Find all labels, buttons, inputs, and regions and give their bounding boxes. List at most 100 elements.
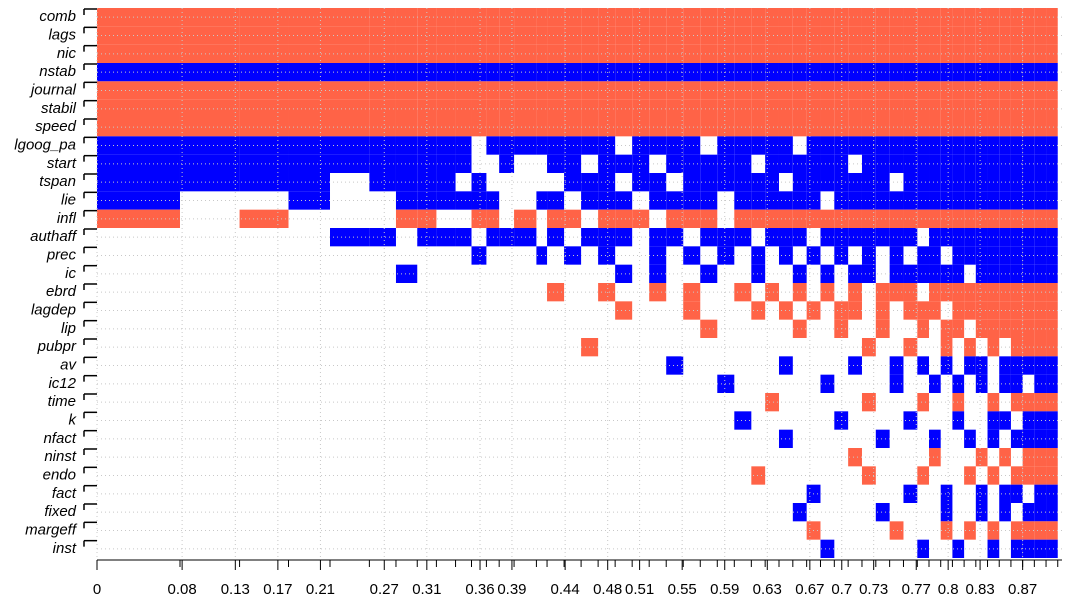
inclusion-cell — [889, 63, 904, 82]
inclusion-cell — [751, 8, 766, 27]
inclusion-cell — [1034, 448, 1047, 467]
inclusion-cell — [547, 99, 565, 118]
inclusion-cell — [940, 503, 953, 522]
inclusion-cell — [499, 44, 515, 63]
inclusion-cell — [751, 26, 766, 45]
inclusion-cell — [547, 26, 565, 45]
inclusion-cell — [564, 26, 582, 45]
inclusion-cell — [700, 154, 718, 173]
x-tick-label: 0.83 — [965, 581, 994, 598]
inclusion-cell — [1034, 338, 1047, 357]
variable-label: ic — [65, 265, 76, 282]
inclusion-cell — [734, 283, 752, 302]
inclusion-cell — [666, 99, 684, 118]
inclusion-cell — [875, 8, 890, 27]
inclusion-cell — [952, 228, 965, 247]
inclusion-cell — [940, 521, 953, 540]
inclusion-cell — [848, 99, 862, 118]
variable-label: prec — [46, 246, 77, 263]
inclusion-cell — [929, 283, 941, 302]
inclusion-cell — [1022, 429, 1035, 448]
variable-label: tspan — [39, 173, 76, 190]
inclusion-cell — [97, 8, 180, 27]
x-tick-label: 0.44 — [551, 581, 580, 598]
inclusion-cell — [1046, 8, 1058, 27]
inclusion-cell — [486, 81, 500, 100]
inclusion-cell — [792, 44, 807, 63]
x-tick-label: 0.55 — [668, 581, 697, 598]
inclusion-cell — [917, 539, 930, 558]
inclusion-cell — [632, 154, 650, 173]
inclusion-cell — [792, 209, 807, 228]
inclusion-cell — [820, 26, 835, 45]
inclusion-cell — [751, 81, 766, 100]
inclusion-cell — [848, 26, 862, 45]
inclusion-cell — [97, 99, 180, 118]
inclusion-cell — [486, 8, 500, 27]
inclusion-cell — [734, 26, 752, 45]
inclusion-cell — [952, 539, 965, 558]
inclusion-cell — [239, 8, 289, 27]
inclusion-cell — [940, 8, 953, 27]
inclusion-cell — [889, 521, 904, 540]
inclusion-cell — [369, 8, 396, 27]
inclusion-cell — [917, 99, 930, 118]
inclusion-cell — [700, 44, 718, 63]
inclusion-cell — [700, 99, 718, 118]
inclusion-cell — [820, 44, 835, 63]
inclusion-cell — [917, 466, 930, 485]
inclusion-cell — [1034, 173, 1047, 192]
inclusion-cell — [792, 264, 807, 283]
inclusion-cell — [792, 503, 807, 522]
variable-label: journal — [29, 81, 77, 98]
inclusion-cell — [903, 338, 918, 357]
inclusion-cell — [455, 63, 472, 82]
inclusion-cell — [455, 191, 472, 210]
inclusion-cell — [848, 228, 862, 247]
inclusion-cell — [1010, 466, 1023, 485]
inclusion-cell — [239, 99, 289, 118]
inclusion-cell — [820, 99, 835, 118]
inclusion-cell — [903, 484, 918, 503]
inclusion-cell — [1022, 81, 1035, 100]
inclusion-cell — [547, 283, 565, 302]
inclusion-cell — [486, 99, 500, 118]
inclusion-cell — [1022, 356, 1035, 375]
inclusion-cell — [875, 228, 890, 247]
inclusion-cell — [917, 118, 930, 137]
inclusion-cell — [1034, 136, 1047, 155]
inclusion-cell — [700, 63, 718, 82]
inclusion-cell — [1046, 301, 1058, 320]
inclusion-cell — [734, 63, 752, 82]
inclusion-cell — [1046, 484, 1058, 503]
inclusion-cell — [952, 44, 965, 63]
inclusion-cell — [861, 264, 876, 283]
inclusion-cell — [1022, 301, 1035, 320]
inclusion-cell — [917, 301, 930, 320]
inclusion-cell — [1022, 283, 1035, 302]
inclusion-cell — [751, 118, 766, 137]
inclusion-cell — [455, 154, 472, 173]
inclusion-cell — [820, 63, 835, 82]
inclusion-cell — [547, 209, 565, 228]
inclusion-cell — [1010, 63, 1023, 82]
inclusion-cell — [952, 99, 965, 118]
inclusion-cell — [903, 301, 918, 320]
inclusion-cell — [239, 63, 289, 82]
inclusion-cell — [792, 26, 807, 45]
inclusion-cell — [499, 118, 515, 137]
inclusion-cell — [97, 173, 180, 192]
inclusion-cell — [903, 283, 918, 302]
inclusion-cell — [861, 136, 876, 155]
x-tick-label: 0.36 — [465, 581, 494, 598]
inclusion-cell — [417, 173, 437, 192]
x-tick-label: 0.17 — [263, 581, 292, 598]
inclusion-cell — [683, 154, 701, 173]
inclusion-cell — [97, 44, 180, 63]
inclusion-cell — [848, 44, 862, 63]
inclusion-cell — [1034, 356, 1047, 375]
inclusion-cell — [598, 246, 616, 265]
inclusion-cell — [1034, 429, 1047, 448]
inclusion-cell — [615, 81, 633, 100]
inclusion-cell — [820, 264, 835, 283]
